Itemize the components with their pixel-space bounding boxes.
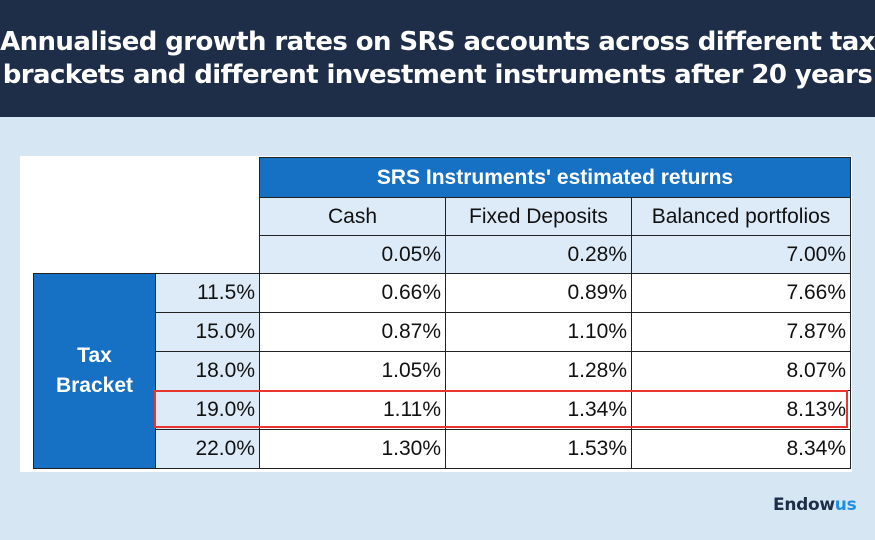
table-cell: 0.89%	[445, 273, 632, 313]
table-row: 22.0% 1.30% 1.53% 8.34%	[34, 429, 851, 469]
logo-text-main: Endow	[773, 495, 835, 515]
tax-bracket-value: 18.0%	[155, 351, 260, 391]
table-cell: 1.28%	[445, 351, 632, 391]
empty-corner	[156, 158, 260, 198]
logo-text-accent: us	[834, 495, 857, 515]
endowus-logo: Endowus	[773, 495, 857, 515]
header-banner: Annualised growth rates on SRS accounts …	[0, 0, 875, 117]
table-cell: 1.10%	[445, 312, 632, 352]
tax-bracket-value: 15.0%	[155, 312, 260, 352]
table-cell: 0.66%	[259, 273, 446, 313]
base-return-cash: 0.05%	[259, 235, 446, 274]
instruments-group-header: SRS Instruments' estimated returns	[259, 157, 851, 198]
base-return-fixed-deposits: 0.28%	[445, 235, 632, 274]
page-title: Annualised growth rates on SRS accounts …	[0, 26, 875, 90]
table-cell: 8.07%	[631, 351, 851, 391]
empty-corner	[34, 198, 156, 236]
table-cell: 1.05%	[259, 351, 446, 391]
column-header-balanced-portfolios: Balanced portfolios	[631, 197, 851, 236]
table-cell: 1.53%	[445, 429, 632, 469]
table-cell: 7.66%	[631, 273, 851, 313]
table-row: 15.0% 0.87% 1.10% 7.87%	[34, 312, 851, 352]
tax-bracket-label: Tax Bracket	[33, 273, 156, 469]
table-cell: 0.87%	[259, 312, 446, 352]
table-cell: 1.11%	[259, 390, 446, 430]
table-row: Tax Bracket 11.5% 0.66% 0.89% 7.66%	[33, 273, 851, 469]
returns-table: SRS Instruments' estimated returns Cash …	[33, 157, 851, 469]
table-row: 19.0% 1.11% 1.34% 8.13%	[34, 390, 851, 430]
tax-bracket-value: 19.0%	[155, 390, 260, 430]
table-cell: 1.30%	[259, 429, 446, 469]
base-return-balanced-portfolios: 7.00%	[631, 235, 851, 274]
table-cell: 7.87%	[631, 312, 851, 352]
column-header-fixed-deposits: Fixed Deposits	[445, 197, 632, 236]
table-row: 18.0% 1.05% 1.28% 8.07%	[34, 351, 851, 391]
column-header-cash: Cash	[259, 197, 446, 236]
tax-bracket-value: 22.0%	[155, 429, 260, 469]
table-cell: 8.34%	[631, 429, 851, 469]
empty-corner	[156, 198, 260, 236]
tax-bracket-value: 11.5%	[155, 273, 260, 313]
group-header-row: SRS Instruments' estimated returns	[34, 157, 851, 198]
empty-corner	[34, 236, 156, 274]
column-header-row: Cash Fixed Deposits Balanced portfolios	[34, 197, 851, 236]
empty-corner	[156, 236, 260, 274]
table-cell: 1.34%	[445, 390, 632, 430]
table-cell: 8.13%	[631, 390, 851, 430]
empty-corner	[34, 158, 156, 198]
base-returns-row: 0.05% 0.28% 7.00%	[34, 235, 851, 274]
